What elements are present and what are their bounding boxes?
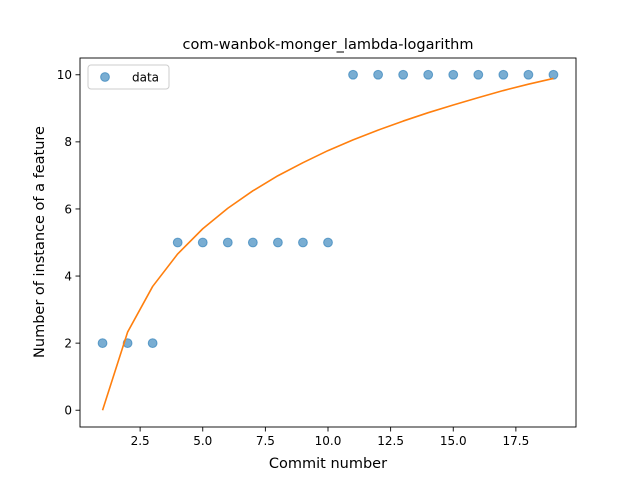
y-tick-label: 8 [64, 135, 72, 149]
data-point [247, 237, 258, 248]
x-tick-label: 7.5 [256, 434, 275, 448]
y-tick-label: 2 [64, 336, 72, 350]
legend-marker [100, 72, 110, 82]
fit-line [101, 77, 554, 411]
x-tick-label: 15.0 [440, 434, 467, 448]
x-tick-label: 12.5 [377, 434, 404, 448]
data-point [172, 237, 183, 248]
data-point [473, 69, 484, 80]
y-tick-label: 6 [64, 202, 72, 216]
data-point [147, 338, 158, 349]
data-point [498, 69, 509, 80]
x-tick-label: 10.0 [315, 434, 342, 448]
chart-title: com-wanbok-monger_lambda-logarithm [183, 37, 474, 53]
y-tick-label: 4 [64, 269, 72, 283]
y-axis-label: Number of instance of a feature [32, 126, 48, 358]
data-point [197, 237, 208, 248]
legend-box [87, 64, 170, 90]
data-point [348, 69, 358, 80]
x-tick-label: 2.5 [131, 434, 150, 448]
data-point [523, 69, 534, 80]
y-tick-label: 0 [64, 404, 72, 418]
x-tick-label: 5.0 [193, 434, 212, 448]
legend-label: data [132, 70, 159, 84]
x-tick-label: 17.5 [503, 434, 530, 448]
plot-area: 2.5 5.0 7.5 10.0 12.5 15.0 17.5 0 2 4 6 8 10 data [57, 57, 577, 448]
data-point [298, 237, 308, 248]
x-axis-label: Commit number [269, 456, 387, 472]
data-point [423, 69, 434, 80]
data-point [97, 338, 108, 349]
data-point [548, 69, 559, 80]
y-tick-label: 10 [57, 68, 72, 82]
data-point [222, 237, 233, 248]
data-point [272, 237, 283, 248]
data-point [398, 69, 409, 80]
data-point [373, 69, 384, 80]
data-point [323, 237, 333, 248]
data-point [448, 69, 459, 80]
